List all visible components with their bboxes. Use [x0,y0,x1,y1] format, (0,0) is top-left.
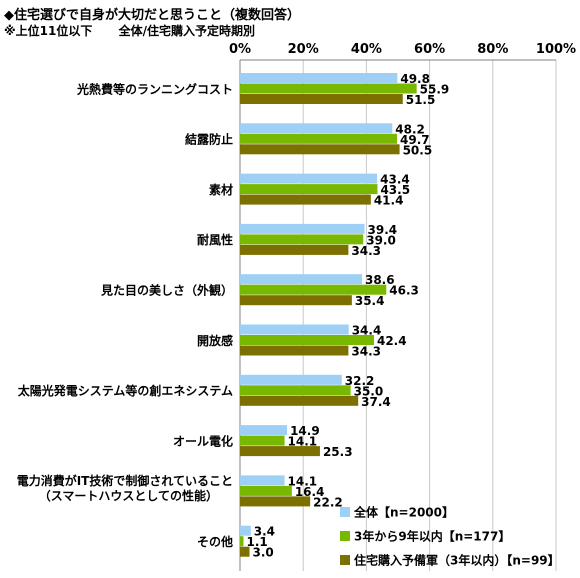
data-label: 55.9 [420,83,450,97]
data-label: 48.2 [395,122,425,136]
data-label: 37.4 [361,395,391,409]
bar [240,274,362,285]
data-label: 3.0 [252,546,273,560]
bar [240,536,244,547]
bar [240,446,320,457]
data-label: 50.5 [403,143,433,157]
subtitle-note: ※上位11位以下 [4,24,93,38]
data-label: 41.4 [374,194,404,208]
bar [240,435,285,446]
data-label: 43.4 [380,173,410,187]
bar [240,485,292,496]
bar [240,144,400,155]
data-label: 35.0 [354,384,384,398]
category-label: オール電化 [173,433,233,448]
data-label: 34.3 [351,345,381,359]
data-label: 51.5 [406,93,436,107]
chart-subtitle: ※上位11位以下 全体/住宅購入予定時期別 [4,22,255,39]
bar [240,133,398,144]
legend-swatch [340,507,350,517]
category-label: 素材 [209,182,233,197]
legend-swatch [340,531,350,541]
bar [240,83,417,94]
bar [240,425,288,436]
data-label: 14.9 [290,424,320,438]
x-tick-label: 60% [414,42,445,57]
bar [240,496,311,507]
data-label: 46.3 [389,284,419,298]
bar [240,223,365,234]
bar [240,385,351,396]
bar [240,546,250,557]
bar [240,374,342,385]
bar [240,475,285,486]
data-label: 42.4 [377,334,407,348]
legend-swatch [340,555,350,565]
category-label: 耐風性 [197,232,233,247]
data-label: 14.1 [288,474,318,488]
category-label: （スマートハウスとしての性能） [39,488,218,503]
category-label: 電力消費がIT技術で制御されていること [17,473,233,488]
x-tick-label: 80% [477,42,508,57]
data-label: 14.1 [288,435,318,449]
bar [240,234,364,245]
category-label: 見た目の美しさ（外観） [100,282,233,297]
x-tick-label: 0% [229,42,251,57]
bar [240,324,349,335]
bar [240,184,378,195]
category-label: 結露防止 [185,132,233,147]
data-label: 35.4 [355,294,385,308]
bar [240,345,349,356]
bar [240,295,352,306]
bar [240,173,378,184]
bar [240,73,398,83]
bar [240,123,393,134]
x-tick-label: 40% [351,42,382,57]
data-label: 3.4 [254,525,275,539]
legend-label: 全体【n=2000】 [353,505,454,520]
data-label: 25.3 [323,445,353,459]
data-label: 32.2 [345,374,375,388]
data-label: 1.1 [246,535,267,549]
bar [240,284,387,295]
data-label: 16.4 [295,485,325,499]
data-label: 39.4 [368,223,398,237]
x-tick-label: 20% [288,42,319,57]
data-label: 49.7 [400,133,430,147]
legend-label: 住宅購入予備軍（3年以内）【n=99】 [354,553,560,568]
subtitle-scope: 全体/住宅購入予定時期別 [118,24,255,38]
legend-label: 3年から9年以内【n=177】 [354,529,510,544]
bar [240,94,403,104]
category-label: 光熱費等のランニングコスト [76,81,233,96]
bar [240,525,251,536]
category-label: 太陽光発電システム等の創エネシステム [18,383,233,398]
data-label: 38.6 [365,273,395,287]
bar [240,395,359,406]
data-label: 49.8 [400,72,430,86]
data-label: 39.0 [366,233,396,247]
x-tick-label: 100% [536,42,576,57]
bar [240,194,371,205]
data-label: 34.4 [352,324,382,338]
bar [240,244,349,255]
data-label: 43.5 [380,183,410,197]
category-label: 開放感 [197,333,233,348]
data-label: 22.2 [313,495,343,509]
bar [240,335,374,345]
chart-title: ◆住宅選びで自身が大切だと思うこと（複数回答） [4,8,300,23]
data-label: 34.3 [351,244,381,258]
category-label: その他 [197,534,233,549]
